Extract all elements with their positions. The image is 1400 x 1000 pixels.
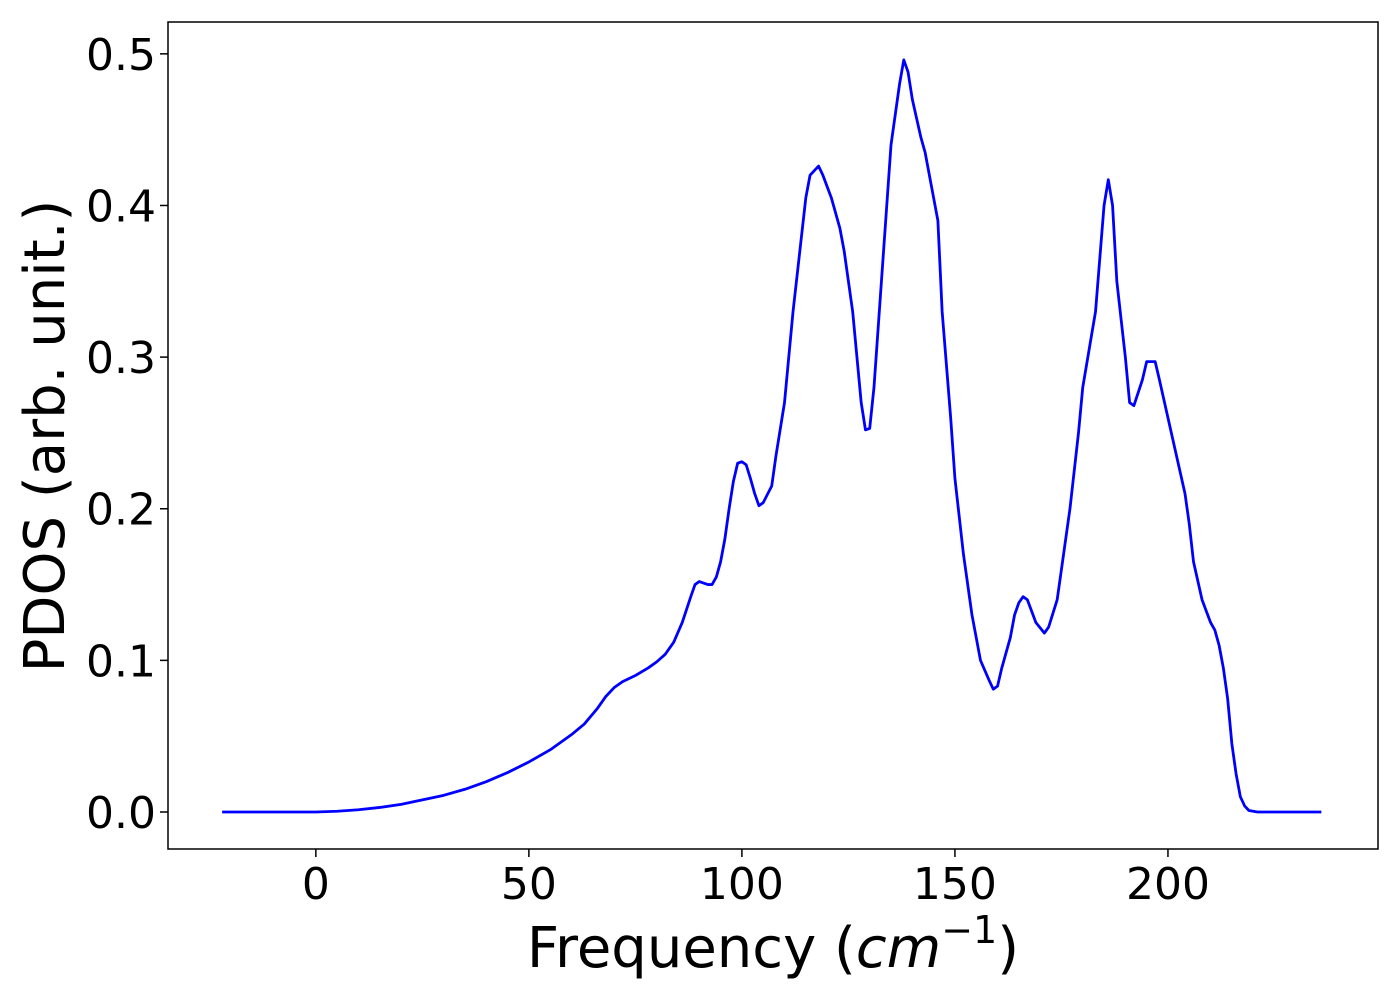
x-tick-label: 100: [700, 859, 784, 910]
data-line: [222, 58, 1322, 814]
x-label-text: Frequency (: [527, 916, 856, 981]
x-tick-label: 0: [302, 859, 330, 910]
y-axis-label: PDOS (arb. unit.): [13, 200, 78, 673]
x-label-unit: cm: [856, 916, 941, 981]
x-tick-label: 150: [913, 859, 997, 910]
x-axis-label: Frequency (cm−1): [527, 908, 1019, 981]
y-tick-label: 0.0: [86, 788, 156, 839]
y-tick-label: 0.1: [86, 636, 156, 687]
y-tick-label: 0.3: [86, 333, 156, 384]
x-label-close: ): [997, 916, 1019, 981]
y-tick-label: 0.2: [86, 485, 156, 536]
x-tick-label: 200: [1126, 859, 1210, 910]
x-tick-label: 50: [501, 859, 557, 910]
y-tick-label: 0.4: [86, 181, 156, 232]
y-tick-label: 0.5: [86, 30, 156, 81]
plot-frame: [167, 21, 1379, 850]
x-label-exponent: −1: [941, 908, 997, 952]
